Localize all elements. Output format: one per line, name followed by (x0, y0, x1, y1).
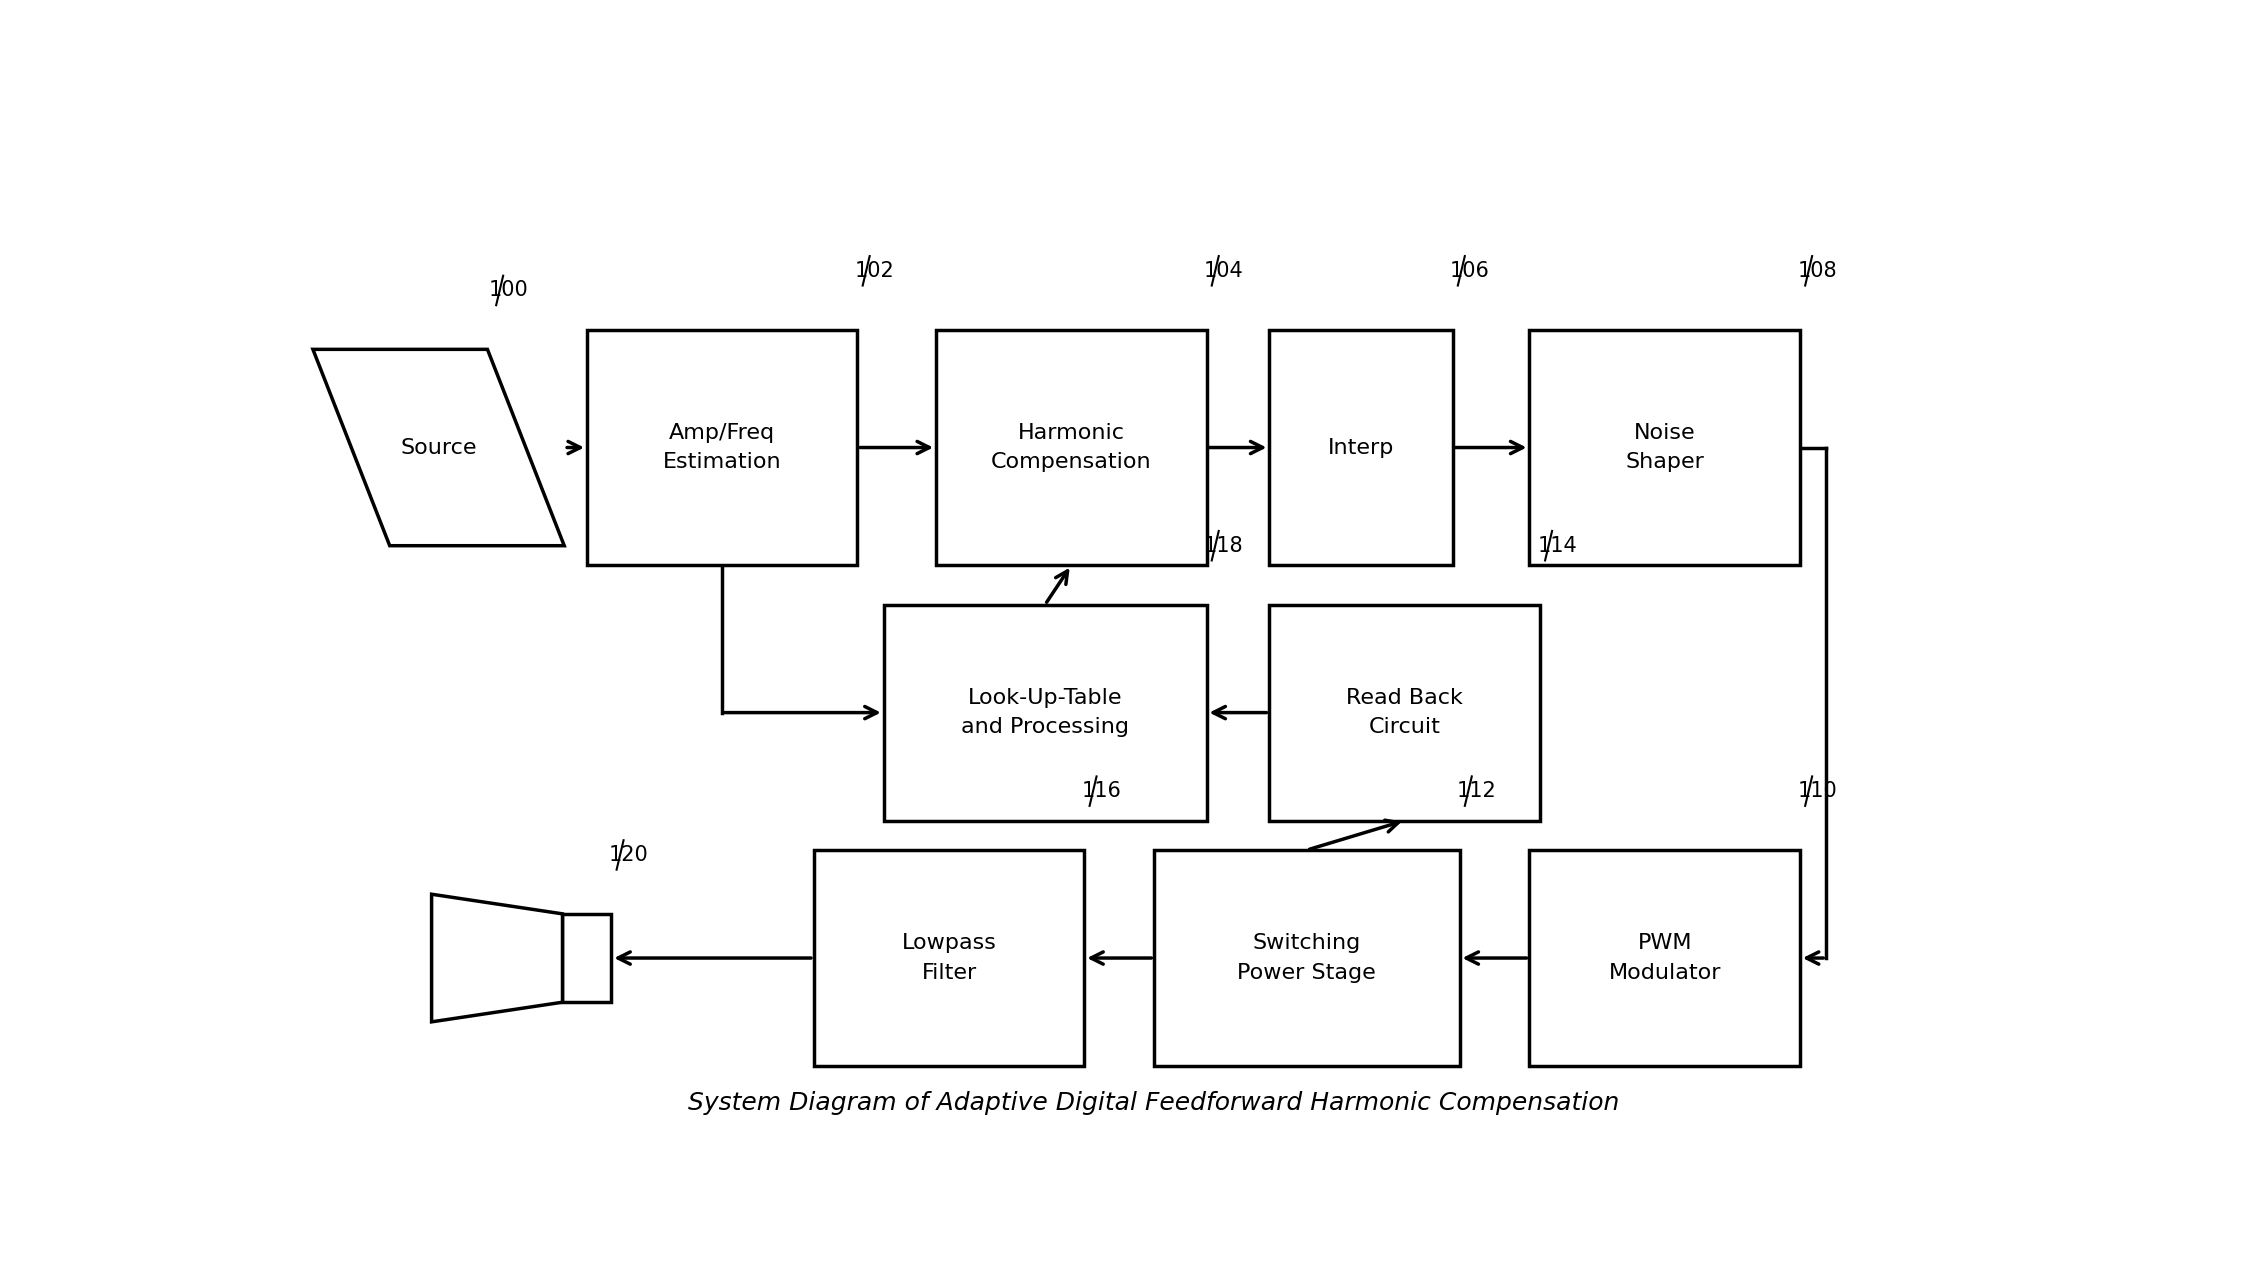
Text: Source: Source (401, 437, 477, 458)
Bar (937, 330, 1207, 565)
Text: Switching
Power Stage: Switching Power Stage (1239, 933, 1376, 983)
Bar (1155, 850, 1459, 1066)
Bar (1529, 330, 1799, 565)
Text: Read Back
Circuit: Read Back Circuit (1347, 687, 1464, 737)
Text: PWM
Modulator: PWM Modulator (1608, 933, 1721, 983)
Text: 100: 100 (489, 280, 529, 300)
Text: 118: 118 (1205, 536, 1243, 556)
Text: Look-Up-Table
and Processing: Look-Up-Table and Processing (962, 687, 1128, 737)
Text: 120: 120 (608, 845, 649, 864)
Bar (1270, 330, 1453, 565)
Text: Interp: Interp (1329, 437, 1394, 458)
Bar (563, 914, 610, 1002)
Bar (588, 330, 858, 565)
Bar (1529, 850, 1799, 1066)
Bar (883, 604, 1207, 821)
Text: Amp/Freq
Estimation: Amp/Freq Estimation (662, 423, 781, 472)
Text: 104: 104 (1205, 260, 1243, 280)
Polygon shape (313, 349, 565, 546)
Text: Harmonic
Compensation: Harmonic Compensation (991, 423, 1151, 472)
Bar (813, 850, 1085, 1066)
Text: System Diagram of Adaptive Digital Feedforward Harmonic Compensation: System Diagram of Adaptive Digital Feedf… (689, 1091, 1619, 1116)
Text: 106: 106 (1450, 260, 1491, 280)
Text: Noise
Shaper: Noise Shaper (1626, 423, 1705, 472)
Text: 112: 112 (1457, 782, 1498, 801)
Text: 108: 108 (1797, 260, 1838, 280)
Bar (1270, 604, 1540, 821)
Text: 116: 116 (1081, 782, 1121, 801)
Polygon shape (432, 894, 563, 1021)
Text: 102: 102 (856, 260, 894, 280)
Text: Lowpass
Filter: Lowpass Filter (901, 933, 998, 983)
Text: 114: 114 (1538, 536, 1576, 556)
Text: 110: 110 (1797, 782, 1838, 801)
